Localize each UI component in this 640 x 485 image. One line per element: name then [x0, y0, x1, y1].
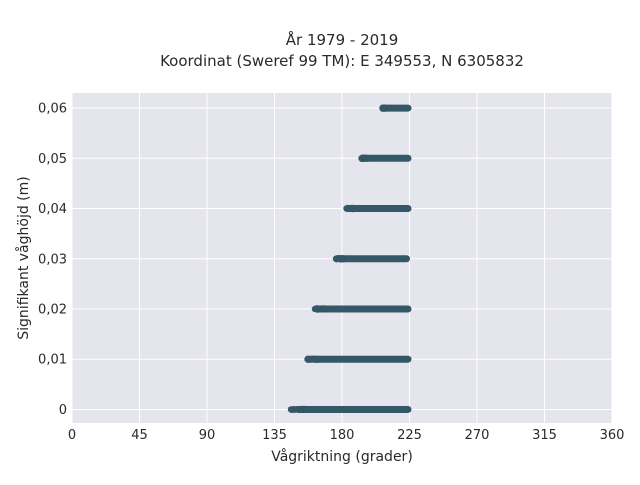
x-tick-label: 0 — [68, 428, 76, 443]
data-points — [287, 104, 412, 414]
x-tick-label: 90 — [199, 428, 216, 443]
point-band — [311, 305, 412, 313]
data-point — [295, 406, 302, 413]
x-tick-label: 45 — [131, 428, 148, 443]
point-band — [304, 355, 412, 363]
y-axis-ticks: 0 0,01 0,02 0,03 0,04 0,05 0,06 — [38, 102, 67, 418]
chart-title-line-1: År 1979 - 2019 — [286, 30, 399, 49]
y-tick-label: 0,01 — [38, 353, 67, 368]
data-point — [300, 405, 307, 412]
data-point — [304, 356, 311, 363]
y-tick-label: 0 — [59, 403, 67, 418]
x-tick-label: 135 — [262, 428, 287, 443]
x-axis-label: Vågriktning (grader) — [271, 448, 413, 465]
y-tick-label: 0,05 — [38, 152, 67, 167]
x-tick-label: 270 — [465, 428, 490, 443]
data-point — [332, 255, 340, 262]
x-tick-label: 180 — [330, 428, 355, 443]
x-tick-label: 225 — [397, 428, 422, 443]
data-point — [358, 155, 365, 162]
data-point — [343, 205, 350, 212]
point-band — [287, 405, 412, 414]
y-axis-label: Signifikant våghöjd (m) — [15, 176, 32, 339]
x-axis-ticks: 0 45 90 135 180 225 270 315 360 — [68, 428, 625, 443]
data-point — [287, 406, 295, 413]
y-tick-label: 0,04 — [38, 202, 67, 217]
chart-title-line-2: Koordinat (Sweref 99 TM): E 349553, N 63… — [160, 52, 524, 70]
data-point — [322, 305, 329, 312]
x-tick-label: 360 — [600, 428, 625, 443]
x-tick-label: 315 — [532, 428, 557, 443]
y-tick-label: 0,03 — [38, 252, 67, 267]
data-point — [379, 104, 386, 112]
y-tick-label: 0,06 — [38, 102, 67, 117]
y-tick-label: 0,02 — [38, 302, 67, 317]
point-band — [332, 255, 410, 263]
point-band — [343, 204, 412, 213]
data-point — [311, 305, 319, 313]
point-band — [358, 154, 412, 163]
point-band — [379, 104, 412, 112]
